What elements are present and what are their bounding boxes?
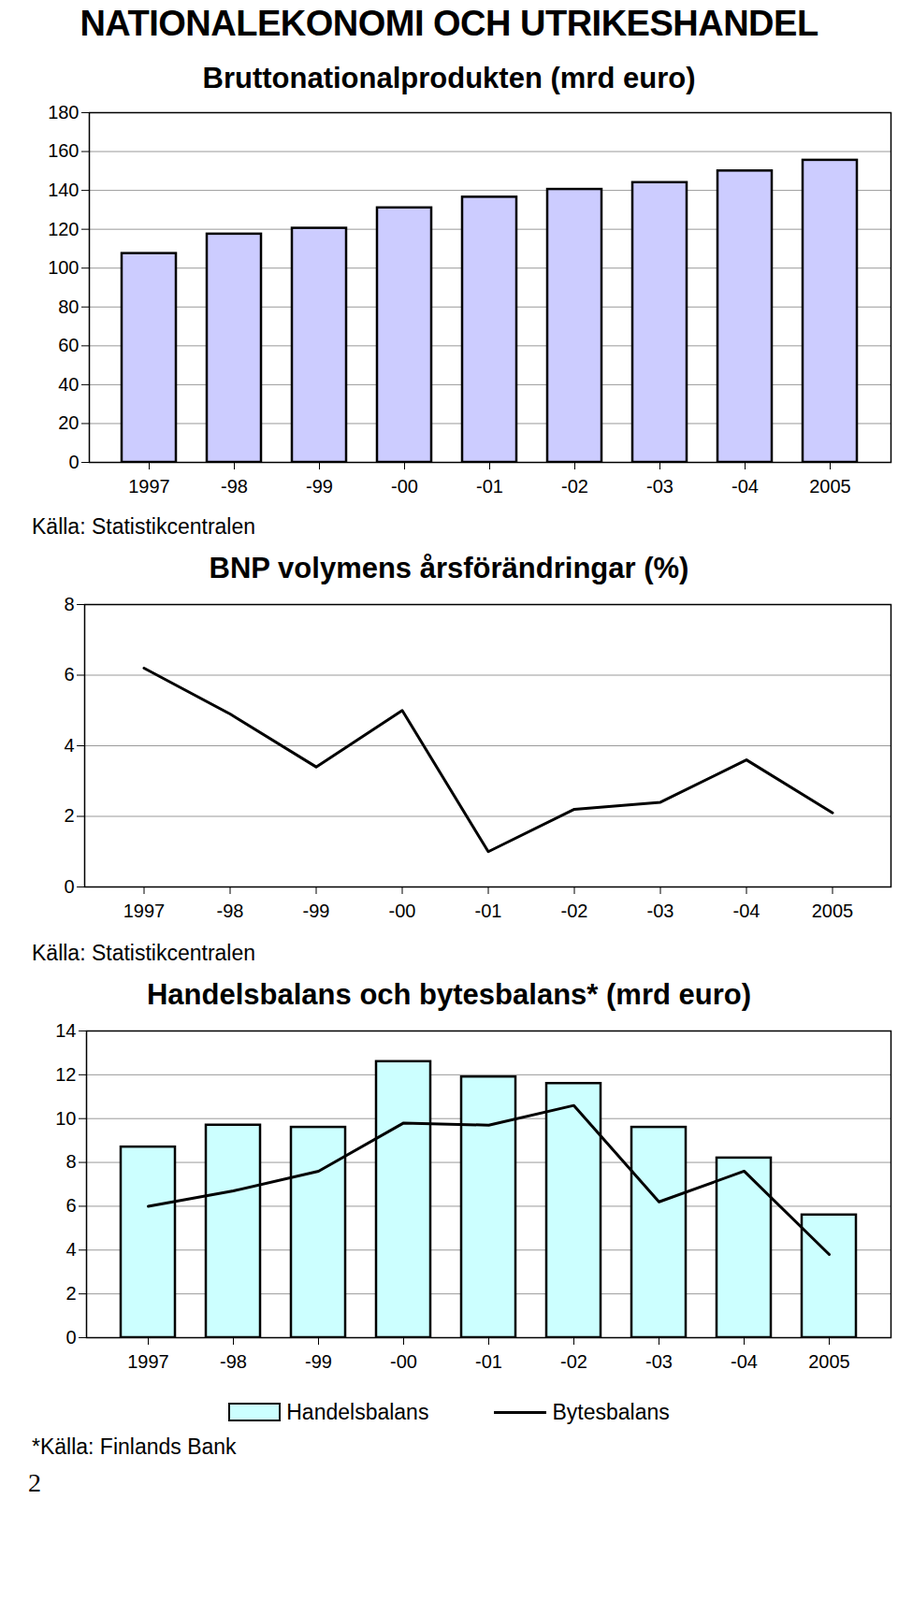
svg-text:-04: -04 — [733, 900, 761, 922]
svg-text:4: 4 — [63, 735, 74, 756]
svg-text:2005: 2005 — [808, 1351, 851, 1373]
svg-text:-04: -04 — [731, 476, 759, 497]
svg-text:-99: -99 — [303, 900, 331, 922]
svg-text:-98: -98 — [217, 900, 245, 922]
html-text:Handelsbalans: Handelsbalans — [286, 1399, 429, 1425]
svg-text:1997: 1997 — [123, 900, 166, 922]
svg-text:-98: -98 — [219, 1351, 247, 1373]
svg-text:20: 20 — [57, 412, 79, 434]
svg-text:40: 40 — [57, 374, 79, 395]
svg-text:6: 6 — [63, 664, 74, 685]
svg-text:80: 80 — [57, 296, 79, 318]
html-text:Bytesbalans: Bytesbalans — [552, 1399, 670, 1425]
svg-text:60: 60 — [57, 334, 79, 356]
html-text:Källa: Statistikcentralen: Källa: Statistikcentralen — [31, 514, 256, 539]
html-text:Källa: Statistikcentralen: Källa: Statistikcentralen — [31, 941, 256, 966]
svg-text:2: 2 — [63, 805, 74, 826]
svg-text:-99: -99 — [305, 476, 334, 497]
svg-text:-04: -04 — [730, 1351, 758, 1373]
svg-text:14: 14 — [55, 1020, 76, 1042]
svg-text:2005: 2005 — [811, 900, 855, 922]
svg-text:-00: -00 — [391, 476, 419, 497]
svg-text:120: 120 — [47, 218, 79, 240]
svg-text:160: 160 — [47, 140, 79, 161]
html-text:Bruttonationalprodukten (mrd e: Bruttonationalprodukten (mrd euro) — [202, 61, 696, 95]
svg-text:-01: -01 — [475, 900, 503, 922]
html-text:2: 2 — [28, 1468, 42, 1498]
svg-text:6: 6 — [65, 1195, 76, 1217]
svg-text:-02: -02 — [561, 900, 589, 922]
svg-text:-02: -02 — [560, 1351, 588, 1373]
html-text:BNP volymens årsförändringar (: BNP volymens årsförändringar (%) — [209, 551, 689, 585]
svg-text:-00: -00 — [389, 900, 417, 922]
svg-text:-01: -01 — [476, 476, 504, 497]
svg-text:-03: -03 — [645, 1351, 673, 1373]
svg-text:-01: -01 — [475, 1351, 503, 1373]
html-text:NATIONALEKONOMI OCH UTRIKESHAN: NATIONALEKONOMI OCH UTRIKESHANDEL — [79, 3, 819, 44]
svg-text:1997: 1997 — [127, 1351, 170, 1373]
svg-text:140: 140 — [47, 179, 79, 201]
svg-text:8: 8 — [65, 1151, 76, 1173]
html-text:*Källa: Finlands Bank: *Källa: Finlands Bank — [31, 1434, 237, 1460]
svg-text:2005: 2005 — [809, 476, 852, 497]
svg-text:-03: -03 — [646, 476, 674, 497]
svg-text:0: 0 — [63, 876, 74, 898]
svg-text:-00: -00 — [390, 1351, 418, 1373]
svg-text:1997: 1997 — [128, 476, 171, 497]
svg-text:4: 4 — [65, 1239, 76, 1261]
svg-text:10: 10 — [55, 1108, 76, 1130]
svg-text:180: 180 — [47, 101, 79, 123]
svg-text:100: 100 — [47, 257, 79, 278]
svg-text:0: 0 — [68, 451, 79, 473]
svg-text:8: 8 — [63, 593, 74, 615]
html-text:Handelsbalans och bytesbalans*: Handelsbalans och bytesbalans* (mrd euro… — [146, 978, 752, 1012]
svg-text:-03: -03 — [647, 900, 675, 922]
svg-text:2: 2 — [65, 1283, 76, 1304]
svg-text:-98: -98 — [220, 476, 248, 497]
svg-text:0: 0 — [65, 1327, 76, 1348]
svg-text:-02: -02 — [561, 476, 589, 497]
svg-text:-99: -99 — [304, 1351, 333, 1373]
svg-text:12: 12 — [55, 1064, 76, 1086]
